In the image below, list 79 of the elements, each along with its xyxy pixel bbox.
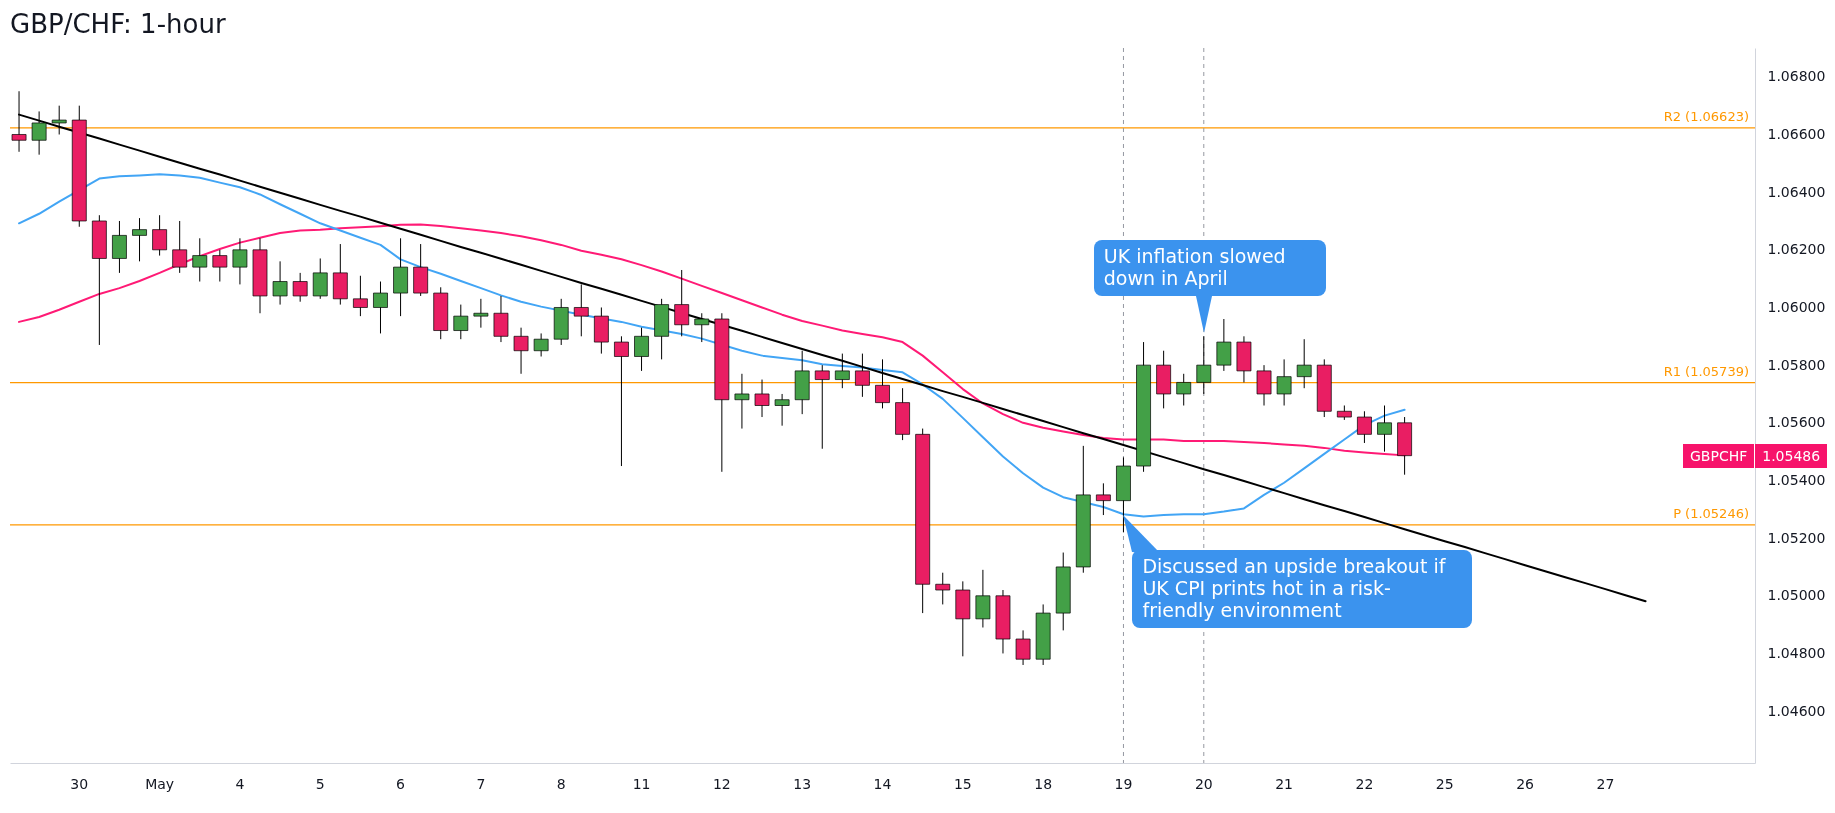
- candlestick: [533, 332, 549, 357]
- candlestick: [513, 327, 529, 375]
- line-series: [18, 173, 1406, 518]
- x-tick-label: 4: [235, 775, 245, 792]
- x-tick-label: 18: [1034, 775, 1053, 792]
- x-tick-label: 8: [556, 775, 566, 792]
- candlestick: [1176, 373, 1192, 406]
- candlestick: [674, 269, 690, 337]
- candlestick: [1296, 338, 1312, 389]
- candlestick: [1357, 410, 1372, 444]
- ref-line-label: P (1.05246): [1673, 505, 1749, 521]
- y-tick-label: 1.05600: [1767, 414, 1826, 431]
- candlestick: [614, 335, 629, 467]
- candlestick: [634, 327, 649, 372]
- candlestick: [1377, 405, 1392, 453]
- candlestick: [112, 220, 127, 274]
- x-tick-label: 21: [1275, 775, 1294, 792]
- candlestick: [1276, 358, 1292, 406]
- candlestick: [834, 353, 850, 389]
- x-tick-label: 11: [632, 775, 651, 792]
- candlestick: [875, 358, 890, 409]
- candlestick: [1216, 318, 1232, 372]
- candlestick: [493, 295, 509, 343]
- x-tick-label: May: [145, 775, 175, 792]
- candlestick: [212, 249, 228, 283]
- candlestick: [814, 364, 830, 450]
- candlestick: [312, 257, 328, 300]
- y-tick-label: 1.06000: [1767, 298, 1826, 315]
- x-tick-label: 22: [1355, 775, 1374, 792]
- annotation: GBPCHF: [1683, 443, 1755, 468]
- x-tick-label: 30: [70, 775, 89, 792]
- x-tick-label: 20: [1194, 775, 1213, 792]
- x-tick-label: 13: [793, 775, 812, 792]
- x-tick-label: 12: [712, 775, 731, 792]
- x-tick-label: 5: [315, 775, 325, 792]
- candlestick: [754, 379, 770, 418]
- candlestick: [975, 569, 991, 628]
- y-tick-label: 1.05800: [1767, 356, 1826, 373]
- x-tick-label: 27: [1596, 775, 1615, 792]
- y-tick-label: 1.06400: [1767, 183, 1826, 200]
- y-tick-label: 1.05400: [1767, 471, 1826, 488]
- candlestick: [172, 220, 188, 274]
- candlestick: [734, 373, 750, 430]
- candlestick: [935, 572, 951, 605]
- candlestick: [152, 214, 167, 257]
- candlestick: [573, 283, 589, 337]
- candlestick: [1015, 629, 1031, 666]
- x-tick-label: 25: [1435, 775, 1454, 792]
- y-tick-label: 1.05200: [1767, 529, 1826, 546]
- candlestick: [1256, 364, 1272, 406]
- y-tick-label: 1.06600: [1767, 125, 1826, 142]
- candlestick: [694, 312, 710, 343]
- x-tick-label: 14: [873, 775, 892, 792]
- x-tick-label: 19: [1114, 775, 1133, 792]
- candlestick: [774, 393, 790, 427]
- x-tick-label: 15: [953, 775, 972, 792]
- ref-line-label: R2 (1.06623): [1663, 108, 1749, 124]
- candlestick: [353, 275, 368, 317]
- y-tick-label: 1.06800: [1767, 68, 1826, 85]
- ref-line-label: R1 (1.05739): [1663, 363, 1749, 379]
- y-tick-label: 1.06200: [1767, 241, 1826, 258]
- candlestick: [272, 260, 288, 306]
- x-tick-label: 7: [476, 775, 486, 792]
- candlestick: [1196, 335, 1212, 395]
- candlestick: [453, 304, 469, 340]
- y-tick-label: 1.05000: [1767, 587, 1826, 604]
- candlestick: [373, 281, 388, 334]
- candlestick: [473, 298, 489, 329]
- candlestick: [132, 217, 147, 262]
- y-tick-label: 1.04800: [1767, 644, 1826, 661]
- chart-title: GBP/CHF: 1-hour: [10, 8, 226, 39]
- candlestick: [232, 237, 248, 285]
- candlestick: [1096, 482, 1111, 516]
- y-tick-label: 1.04600: [1767, 702, 1826, 719]
- x-tick-label: 6: [396, 775, 406, 792]
- candlestick: [192, 237, 208, 283]
- candlestick: [855, 353, 870, 398]
- x-tick-label: 26: [1516, 775, 1535, 792]
- candlestick: [292, 272, 308, 303]
